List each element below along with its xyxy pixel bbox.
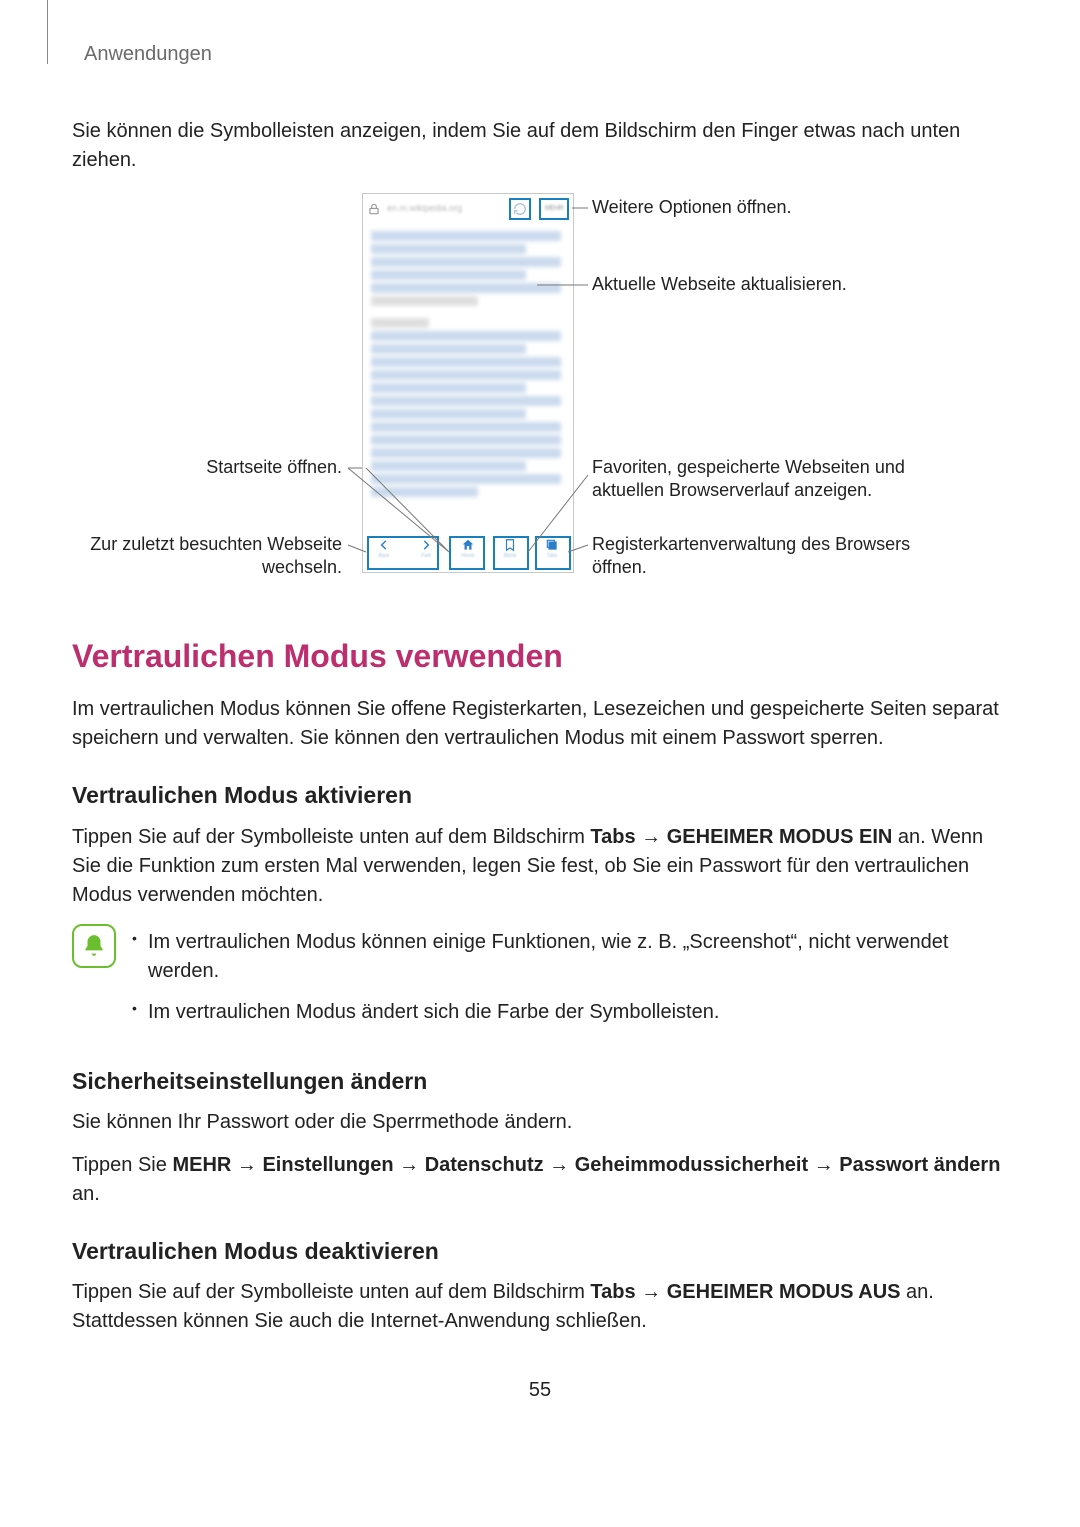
note-block: Im vertraulichen Modus können einige Fun… [72,924,1008,1039]
activate-ein: GEHEIMER MODUS EIN [667,826,893,848]
intro-paragraph: Sie können die Symbolleisten anzeigen, i… [72,117,1008,175]
sec2-change: Passwort ändern [839,1154,1000,1176]
anno-tabs: Registerkartenverwaltung des Browsers öf… [592,533,912,578]
sec2-privacy: Datenschutz [425,1154,544,1176]
arrow5: → [808,1154,839,1176]
anno-more: Weitere Optionen öffnen. [592,196,791,219]
note-bullet-1: Im vertraulichen Modus können einige Fun… [132,928,1008,986]
sec3-tabs: Tabs [590,1281,635,1303]
page-number: 55 [72,1376,1008,1405]
security-p2: Tippen Sie MEHR → Einstellungen → Datens… [72,1151,1008,1209]
sec2-more: MEHR [172,1154,231,1176]
sec2-settings: Einstellungen [262,1154,393,1176]
heading-activate: Vertraulichen Modus aktivieren [72,779,1008,812]
secret-mode-intro: Im vertraulichen Modus können Sie offene… [72,695,1008,753]
anno-home: Startseite öffnen. [82,456,342,479]
anno-back: Zur zuletzt besuchten Webseite wechseln. [62,533,342,578]
anno-refresh: Aktuelle Webseite aktualisieren. [592,273,847,296]
arrow1: → [636,826,667,848]
security-p1: Sie können Ihr Passwort oder die Sperrme… [72,1108,1008,1137]
activate-tabs: Tabs [590,826,635,848]
header-divider [47,0,48,64]
heading-deactivate: Vertraulichen Modus deaktivieren [72,1235,1008,1268]
sec2-post: an. [72,1183,100,1205]
activate-paragraph: Tippen Sie auf der Symbolleiste unten au… [72,823,1008,910]
note-bullets: Im vertraulichen Modus können einige Fun… [132,924,1008,1039]
note-bullet-2: Im vertraulichen Modus ändert sich die F… [132,998,1008,1027]
arrow6: → [636,1281,667,1303]
figure: en.m.wikipedia.org MEHR [72,193,1008,593]
activate-pre: Tippen Sie auf der Symbolleiste unten au… [72,826,590,848]
arrow4: → [544,1154,575,1176]
breadcrumb: Anwendungen [84,40,1008,69]
heading-security: Sicherheitseinstellungen ändern [72,1065,1008,1098]
deactivate-paragraph: Tippen Sie auf der Symbolleiste unten au… [72,1278,1008,1336]
note-bell-icon [72,924,116,968]
sec2-security: Geheimmodussicherheit [575,1154,808,1176]
anno-favorites: Favoriten, gespeicherte Webseiten und ak… [592,456,932,501]
sec3-pre: Tippen Sie auf der Symbolleiste unten au… [72,1281,590,1303]
arrow3: → [394,1154,425,1176]
arrow2: → [231,1154,262,1176]
sec3-aus: GEHEIMER MODUS AUS [667,1281,901,1303]
sec2-pre: Tippen Sie [72,1154,172,1176]
heading-secret-mode: Vertraulichen Modus verwenden [72,633,1008,679]
